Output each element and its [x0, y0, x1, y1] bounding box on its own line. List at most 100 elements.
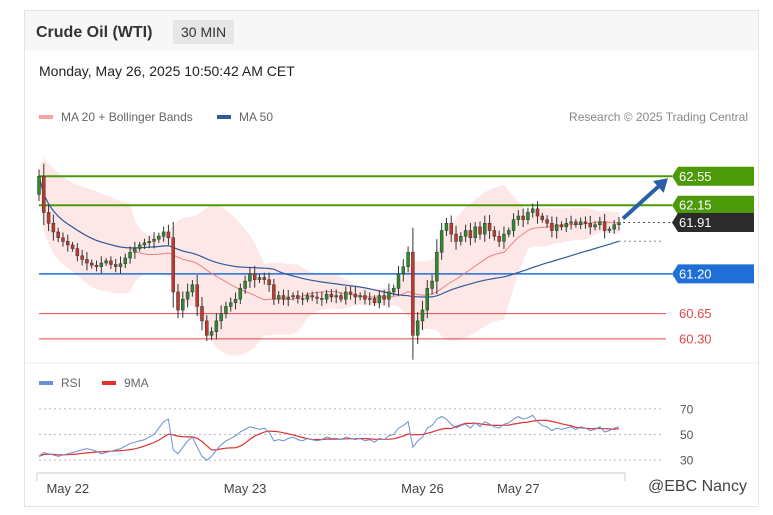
candle-body	[233, 298, 238, 304]
ma20-swatch-icon	[39, 115, 53, 119]
candle-body	[487, 223, 492, 231]
candle	[411, 227, 415, 360]
candle-body	[554, 224, 559, 231]
candle	[252, 265, 257, 288]
candle-body	[195, 284, 199, 307]
candle	[401, 259, 406, 282]
candle	[137, 241, 142, 252]
candle-body	[473, 226, 477, 238]
candle	[382, 289, 386, 306]
candle	[444, 217, 449, 236]
candle-body	[382, 295, 386, 300]
candle-body	[377, 295, 382, 304]
candle-body	[89, 262, 94, 266]
candle-body	[113, 264, 118, 267]
candle-body	[37, 176, 41, 195]
candle-body	[46, 212, 51, 224]
level-tag-last	[672, 213, 754, 233]
candle	[449, 215, 453, 242]
candle-body	[559, 224, 564, 228]
candle-body	[368, 298, 372, 300]
candle	[267, 272, 271, 292]
candle	[526, 207, 530, 225]
candle-body	[358, 295, 362, 298]
candle-body	[296, 295, 300, 299]
price-levels	[39, 175, 672, 340]
x-tick-label: May 26	[401, 481, 444, 496]
candle-body	[602, 221, 607, 231]
candle-body	[387, 291, 391, 300]
candle	[334, 289, 338, 304]
legend-9ma: 9MA	[102, 376, 149, 390]
candle	[502, 226, 506, 249]
candle-body	[262, 277, 267, 280]
candle	[353, 286, 358, 305]
candle	[286, 289, 290, 307]
candle	[142, 238, 147, 250]
candle	[602, 213, 607, 239]
bollinger-band-area	[39, 158, 619, 356]
candle	[166, 224, 171, 245]
candle	[468, 222, 473, 246]
candle	[310, 291, 314, 301]
candle	[75, 243, 80, 262]
candle	[104, 258, 108, 266]
candle-body	[478, 226, 482, 235]
candle-body	[224, 306, 228, 314]
candle-body	[425, 288, 430, 311]
candle-body	[128, 251, 132, 259]
candle-body	[133, 248, 137, 253]
candle	[248, 267, 252, 288]
timeframe-button[interactable]: 30 MIN	[173, 20, 235, 44]
candle	[497, 230, 501, 247]
candle-body	[181, 298, 185, 311]
ma50-swatch-icon	[217, 115, 231, 119]
candle-body	[209, 331, 214, 336]
legend-ma20-label: MA 20 + Bollinger Bands	[61, 110, 193, 124]
candle-body	[142, 242, 147, 246]
candle	[569, 215, 573, 230]
candle	[195, 274, 199, 317]
candle	[152, 232, 156, 249]
candle	[89, 259, 94, 269]
candle-body	[248, 273, 252, 282]
candle	[593, 221, 597, 231]
candle-body	[578, 221, 583, 225]
candle	[109, 256, 113, 269]
candle	[420, 300, 425, 331]
rsi-ma-swatch-icon	[102, 381, 116, 385]
candle-body	[281, 295, 286, 300]
candle	[219, 305, 223, 330]
candle-body	[51, 223, 56, 233]
candle-body	[80, 255, 84, 260]
chart-header: Crude Oil (WTI) 30 MIN	[25, 11, 758, 51]
candle-body	[545, 219, 549, 224]
candle-body	[463, 230, 468, 237]
timestamp: Monday, May 26, 2025 10:50:42 AM CET	[39, 63, 295, 79]
candle-body	[564, 223, 569, 228]
candle-body	[526, 212, 530, 220]
rsi-swatch-icon	[39, 381, 53, 385]
candle-body	[75, 248, 80, 257]
candle	[243, 275, 247, 294]
candle-body	[137, 244, 142, 249]
level-tag-resistance	[672, 195, 754, 215]
x-tick-label: May 23	[224, 481, 267, 496]
candle-body	[391, 288, 396, 293]
level-label: 61.20	[679, 266, 712, 281]
candle	[550, 216, 554, 238]
candle-body	[430, 280, 434, 289]
candle	[147, 235, 151, 249]
candle-body	[439, 230, 444, 253]
candle-body	[502, 233, 506, 242]
ma50-line	[38, 176, 620, 298]
candle	[214, 313, 219, 340]
candle-body	[449, 223, 453, 235]
candle-body	[276, 295, 281, 300]
candle	[391, 284, 396, 296]
watermark: @EBC Nancy	[644, 476, 751, 498]
x-tick-label: May 22	[46, 481, 89, 496]
candle	[430, 274, 434, 295]
candle	[61, 232, 65, 247]
candle	[171, 222, 175, 308]
